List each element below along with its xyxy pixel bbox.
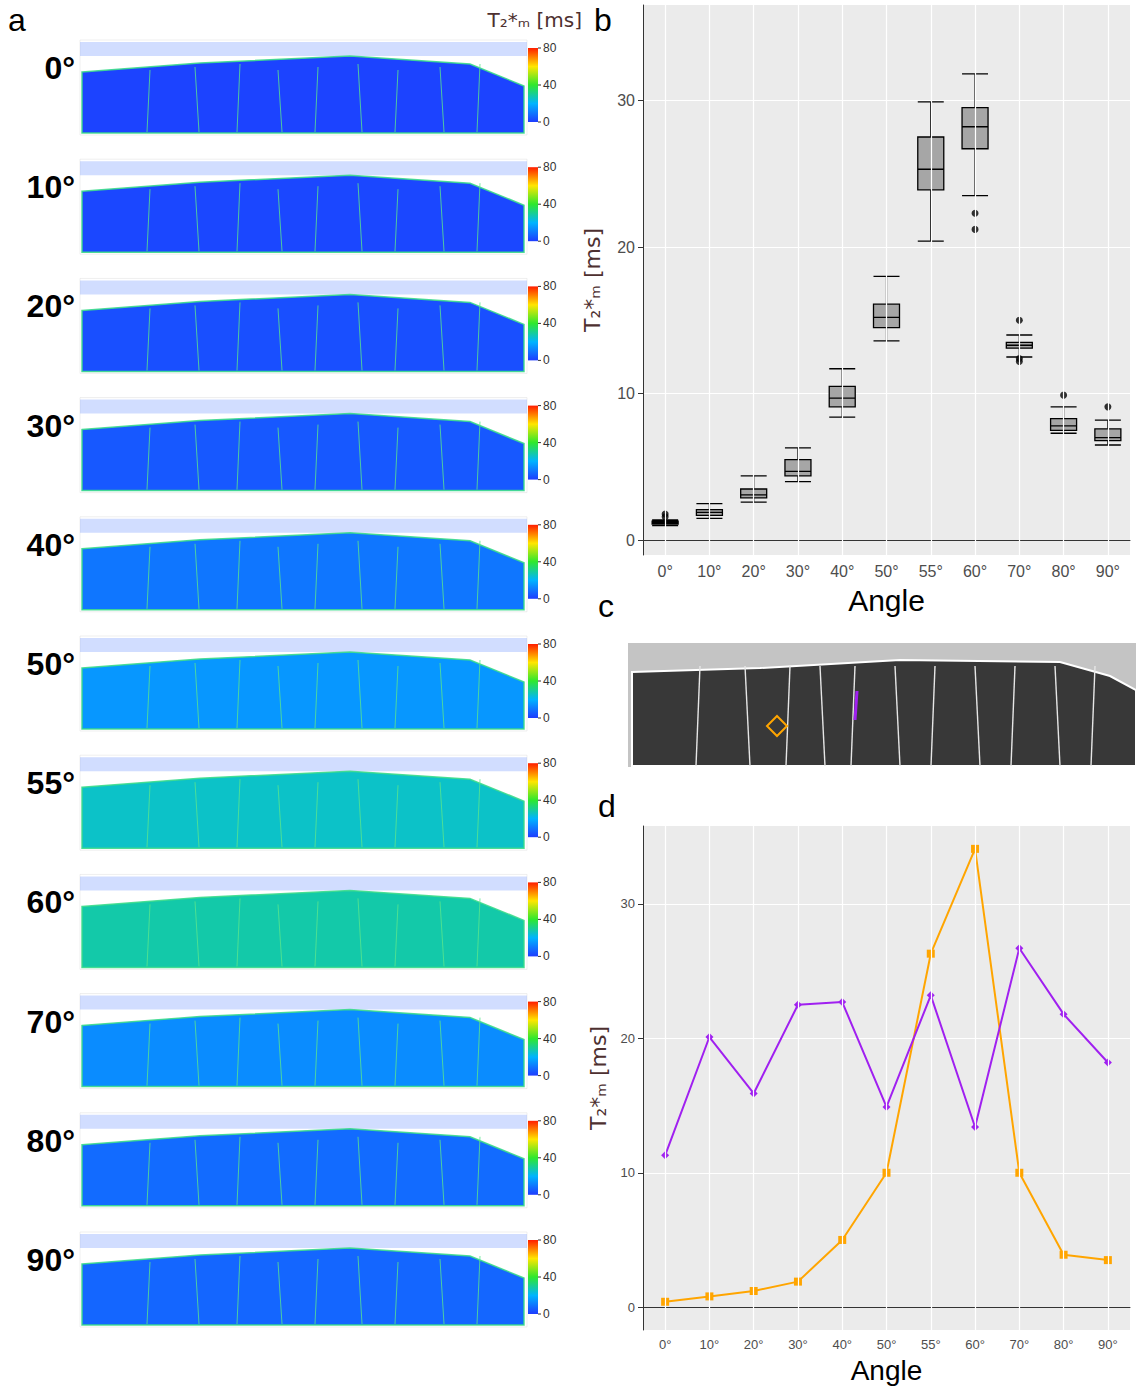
svg-text:c: c	[598, 588, 614, 624]
svg-text:40: 40	[543, 1270, 557, 1284]
svg-text:0: 0	[543, 1188, 550, 1202]
svg-text:80: 80	[543, 279, 557, 293]
svg-text:40: 40	[543, 316, 557, 330]
svg-text:10: 10	[621, 1165, 635, 1180]
svg-text:40: 40	[543, 1151, 557, 1165]
svg-text:40: 40	[543, 793, 557, 807]
svg-text:40: 40	[543, 674, 557, 688]
svg-text:50°: 50°	[27, 646, 75, 682]
svg-text:55°: 55°	[921, 1337, 941, 1352]
svg-text:0°: 0°	[44, 50, 75, 86]
svg-text:30°: 30°	[788, 1337, 808, 1352]
svg-text:55°: 55°	[27, 765, 75, 801]
svg-text:80: 80	[543, 518, 557, 532]
svg-text:70°: 70°	[1009, 1337, 1029, 1352]
svg-text:T₂*ₘ [ms]: T₂*ₘ [ms]	[486, 8, 582, 32]
svg-text:0: 0	[543, 592, 550, 606]
svg-text:20: 20	[617, 239, 635, 256]
svg-text:0: 0	[543, 473, 550, 487]
svg-text:90°: 90°	[1098, 1337, 1118, 1352]
svg-text:40: 40	[543, 555, 557, 569]
svg-text:40°: 40°	[830, 563, 854, 580]
svg-text:60°: 60°	[27, 884, 75, 920]
svg-text:40: 40	[543, 436, 557, 450]
svg-text:10: 10	[617, 385, 635, 402]
svg-text:40°: 40°	[832, 1337, 852, 1352]
svg-text:0: 0	[543, 1307, 550, 1321]
svg-text:0°: 0°	[657, 563, 672, 580]
svg-text:0: 0	[543, 711, 550, 725]
svg-text:a: a	[8, 2, 26, 38]
svg-text:80°: 80°	[1054, 1337, 1074, 1352]
svg-text:80: 80	[543, 399, 557, 413]
svg-text:80: 80	[543, 875, 557, 889]
svg-text:55°: 55°	[919, 563, 943, 580]
svg-text:30: 30	[621, 896, 635, 911]
svg-text:70°: 70°	[1007, 563, 1031, 580]
svg-text:70°: 70°	[27, 1004, 75, 1040]
svg-text:0: 0	[543, 234, 550, 248]
svg-text:80°: 80°	[27, 1123, 75, 1159]
svg-text:40: 40	[543, 912, 557, 926]
svg-text:10°: 10°	[700, 1337, 720, 1352]
svg-text:0: 0	[543, 830, 550, 844]
svg-text:0: 0	[628, 1300, 635, 1315]
svg-text:0: 0	[626, 532, 635, 549]
svg-text:40: 40	[543, 197, 557, 211]
svg-text:80: 80	[543, 41, 557, 55]
svg-text:T₂*ₘ [ms]: T₂*ₘ [ms]	[586, 1026, 611, 1131]
svg-text:0: 0	[543, 115, 550, 129]
svg-text:30°: 30°	[27, 408, 75, 444]
svg-text:80: 80	[543, 1233, 557, 1247]
svg-text:80: 80	[543, 637, 557, 651]
svg-text:0: 0	[543, 1069, 550, 1083]
svg-text:60°: 60°	[965, 1337, 985, 1352]
svg-text:60°: 60°	[963, 563, 987, 580]
svg-text:d: d	[598, 788, 616, 824]
svg-text:20: 20	[621, 1031, 635, 1046]
svg-text:0: 0	[543, 353, 550, 367]
svg-text:b: b	[594, 2, 612, 38]
svg-text:50°: 50°	[877, 1337, 897, 1352]
svg-text:10°: 10°	[27, 169, 75, 205]
svg-text:80: 80	[543, 995, 557, 1009]
svg-text:80: 80	[543, 160, 557, 174]
svg-text:40: 40	[543, 78, 557, 92]
svg-text:Angle: Angle	[848, 584, 925, 617]
svg-text:30°: 30°	[786, 563, 810, 580]
svg-text:10°: 10°	[697, 563, 721, 580]
svg-text:90°: 90°	[1096, 563, 1120, 580]
svg-text:0°: 0°	[659, 1337, 671, 1352]
svg-text:0: 0	[543, 949, 550, 963]
svg-text:40°: 40°	[27, 527, 75, 563]
svg-text:20°: 20°	[27, 288, 75, 324]
svg-text:40: 40	[543, 1032, 557, 1046]
svg-text:30: 30	[617, 92, 635, 109]
svg-text:50°: 50°	[874, 563, 898, 580]
svg-text:80: 80	[543, 1114, 557, 1128]
svg-text:Angle: Angle	[851, 1355, 923, 1386]
svg-text:20°: 20°	[742, 563, 766, 580]
svg-text:80: 80	[543, 756, 557, 770]
svg-text:T₂*ₘ [ms]: T₂*ₘ [ms]	[580, 228, 605, 333]
svg-text:20°: 20°	[744, 1337, 764, 1352]
svg-text:90°: 90°	[27, 1242, 75, 1278]
svg-text:80°: 80°	[1051, 563, 1075, 580]
